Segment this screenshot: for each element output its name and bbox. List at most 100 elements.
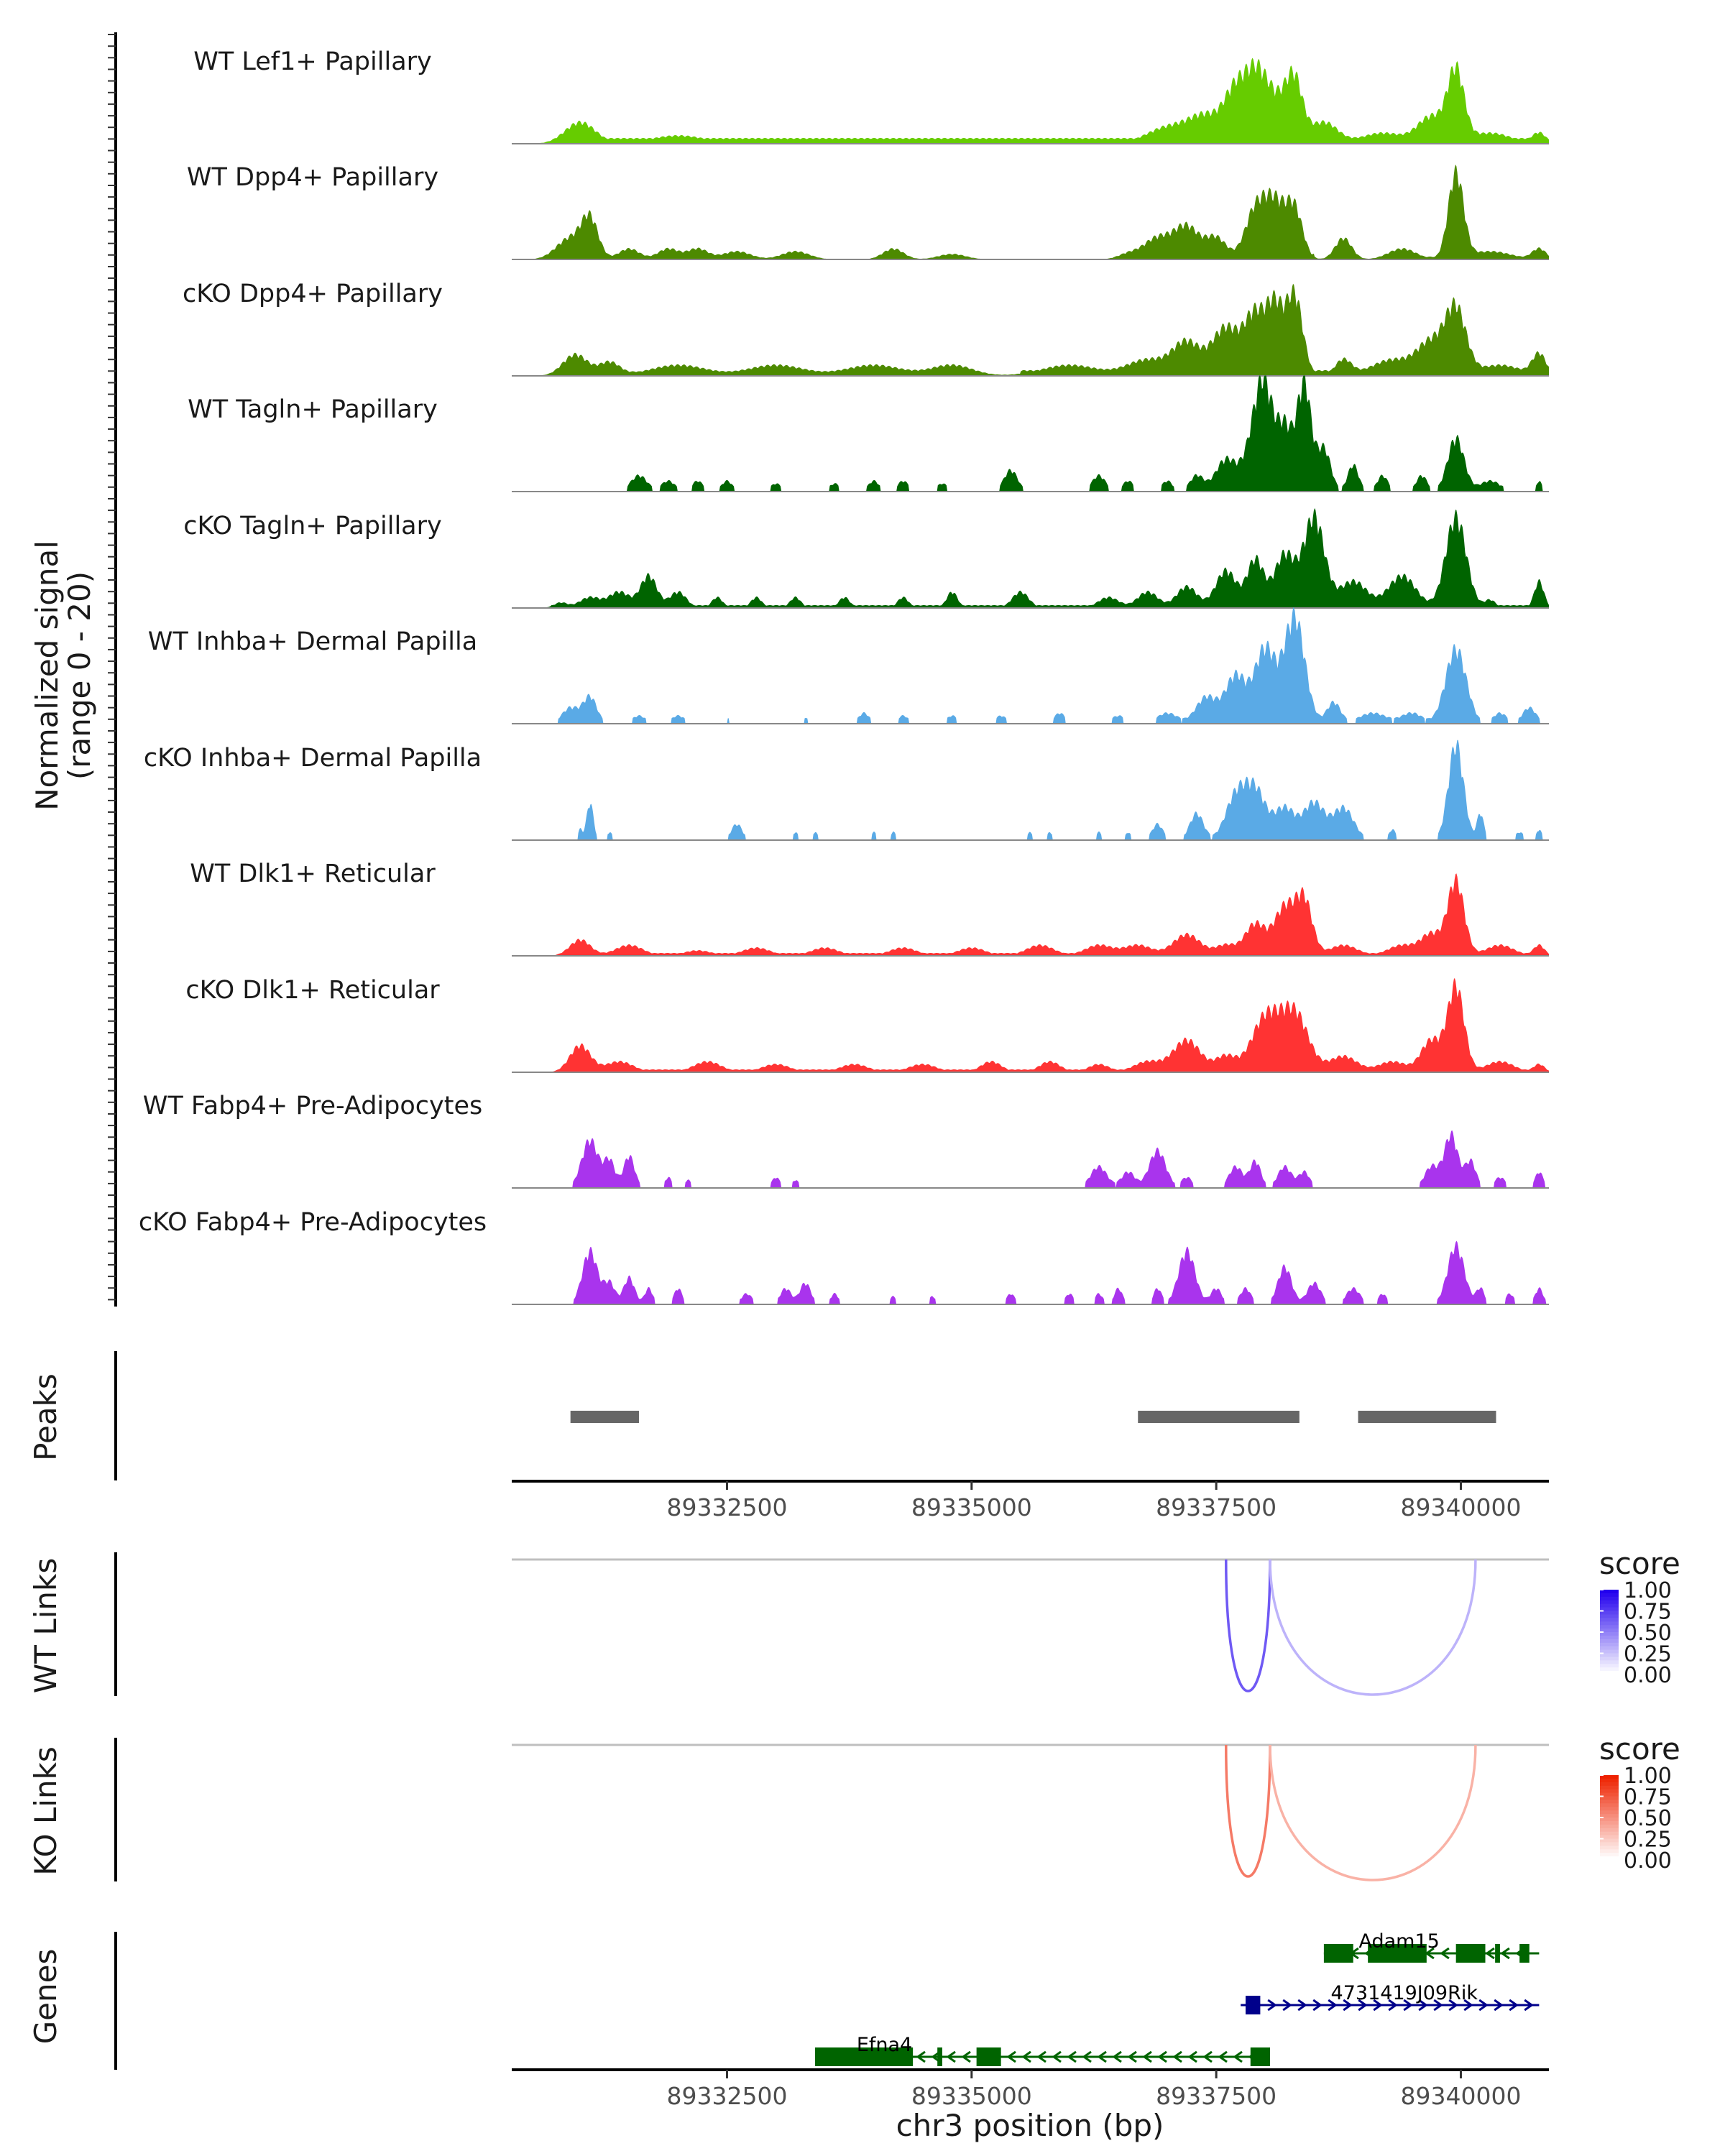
legend-color-step bbox=[1600, 1646, 1619, 1651]
x-axis-lower: 89332500 89335000 89337500 89340000 bbox=[512, 2068, 1549, 2110]
peaks-track bbox=[114, 1351, 1496, 1480]
x-tick-label: 89335000 bbox=[911, 2082, 1032, 2110]
strand-arrow-icon bbox=[1440, 1947, 1450, 1960]
track-wt-lef1-papillary: WT Lef1+ Papillary bbox=[193, 47, 1549, 144]
coverage-area bbox=[512, 740, 1549, 840]
legend-color-step bbox=[1600, 1596, 1619, 1601]
legend-color-step bbox=[1600, 1600, 1619, 1605]
peak-region bbox=[1358, 1411, 1496, 1423]
legend-color-step bbox=[1600, 1667, 1619, 1672]
coverage-ylabel-line1: Normalized signal bbox=[29, 540, 65, 811]
strand-arrow-icon bbox=[1172, 2050, 1182, 2063]
legend-color-step bbox=[1600, 1810, 1619, 1815]
strand-arrow-icon bbox=[1082, 2050, 1092, 2063]
strand-arrow-icon bbox=[1112, 2050, 1122, 2063]
legend-tick-label: 0.00 bbox=[1624, 1663, 1672, 1688]
link-arc bbox=[1225, 1559, 1271, 1692]
gene-exon bbox=[1368, 1944, 1427, 1963]
track-label: WT Tagln+ Papillary bbox=[188, 395, 438, 424]
coverage-area bbox=[512, 873, 1549, 956]
coverage-area bbox=[512, 1130, 1549, 1188]
x-axis-upper: 89332500 89335000 89337500 89340000 bbox=[512, 1480, 1549, 1521]
coverage-tracks: WT Lef1+ Papillary WT Dpp4+ Papillary cKO … bbox=[139, 47, 1549, 1305]
strand-arrow-icon bbox=[1448, 1999, 1458, 2012]
strand-arrow-icon bbox=[1403, 1999, 1413, 2012]
genes-track: Adam15 4731419J09Rik Efna4 bbox=[114, 1930, 1540, 2070]
peak-region bbox=[570, 1411, 639, 1423]
x-tick-label: 89340000 bbox=[1400, 2082, 1521, 2110]
strand-arrow-icon bbox=[1358, 1999, 1368, 2012]
legend-color-step bbox=[1600, 1785, 1619, 1790]
strand-arrow-icon bbox=[1373, 1999, 1383, 2012]
gene-exon bbox=[976, 2047, 1001, 2066]
strand-arrow-icon bbox=[1218, 2050, 1228, 2063]
track-wt-fabp4-pre-adipocytes: WT Fabp4+ Pre-Adipocytes bbox=[143, 1092, 1549, 1189]
track-label: cKO Dpp4+ Papillary bbox=[183, 280, 443, 308]
legend-color-step bbox=[1600, 1614, 1619, 1618]
x-tick-label: 89337500 bbox=[1156, 2082, 1276, 2110]
legend-color-step bbox=[1600, 1621, 1619, 1626]
coverage-area bbox=[512, 1240, 1549, 1304]
strand-arrow-icon bbox=[1388, 1999, 1398, 2012]
track-wt-tagln-papillary: WT Tagln+ Papillary bbox=[188, 375, 1549, 492]
track-wt-dpp4-papillary: WT Dpp4+ Papillary bbox=[187, 163, 1549, 260]
track-cko-dlk1-reticular: cKO Dlk1+ Reticular bbox=[185, 976, 1549, 1073]
link-arc bbox=[1269, 1744, 1477, 1881]
coverage-y-axis bbox=[108, 32, 117, 1307]
strand-arrow-icon bbox=[1433, 1999, 1443, 2012]
coverage-area bbox=[512, 283, 1549, 376]
strand-arrow-icon bbox=[1485, 1947, 1495, 1960]
track-label: cKO Dlk1+ Reticular bbox=[185, 976, 440, 1005]
x-tick-label: 89332500 bbox=[667, 1493, 788, 1521]
legend-color-step bbox=[1600, 1789, 1619, 1794]
strand-arrow-icon bbox=[1418, 1999, 1428, 2012]
track-wt-dlk1-reticular: WT Dlk1+ Reticular bbox=[190, 860, 1549, 957]
gene-exon bbox=[1495, 1944, 1500, 1963]
strand-arrow-icon bbox=[1036, 2050, 1046, 2063]
legend-color-step bbox=[1600, 1835, 1619, 1840]
legend-tick-label: 1.00 bbox=[1624, 1764, 1672, 1789]
legend-color-step bbox=[1600, 1635, 1619, 1640]
strand-arrow-icon bbox=[1006, 2050, 1016, 2063]
strand-arrow-icon bbox=[1509, 1999, 1519, 2012]
strand-arrow-icon bbox=[946, 2050, 956, 2063]
legend-color-step bbox=[1600, 1846, 1619, 1850]
track-wt-inhba-dermal-papilla: WT Inhba+ Dermal Papilla bbox=[148, 607, 1549, 724]
legend-tick-label: 0.25 bbox=[1624, 1828, 1672, 1853]
strand-arrow-icon bbox=[1097, 2050, 1107, 2063]
strand-arrow-icon bbox=[961, 2050, 971, 2063]
genes-track-label: Genes bbox=[28, 1949, 63, 2045]
peak-region bbox=[1138, 1411, 1300, 1423]
track-label: WT Inhba+ Dermal Papilla bbox=[148, 627, 477, 656]
track-cko-inhba-dermal-papilla: cKO Inhba+ Dermal Papilla bbox=[144, 740, 1549, 841]
strand-arrow-icon bbox=[1157, 2050, 1167, 2063]
legend-color-step bbox=[1600, 1807, 1619, 1811]
legend-color-step bbox=[1600, 1632, 1619, 1636]
legend-tick-label: 1.00 bbox=[1624, 1578, 1672, 1603]
strand-arrow-icon bbox=[1463, 1999, 1473, 2012]
legend-color-step bbox=[1600, 1838, 1619, 1843]
x-tick-label: 89337500 bbox=[1156, 1493, 1276, 1521]
peaks-track-label: Peaks bbox=[28, 1373, 63, 1461]
legend-color-step bbox=[1600, 1849, 1619, 1853]
track-label: WT Lef1+ Papillary bbox=[193, 47, 432, 76]
legend-color-step bbox=[1600, 1820, 1619, 1825]
coverage-ylabel-line2: (range 0 - 20) bbox=[62, 571, 97, 780]
gene-label: Efna4 bbox=[857, 2034, 912, 2056]
strand-arrow-icon bbox=[1343, 1999, 1353, 2012]
legend-color-step bbox=[1600, 1593, 1619, 1598]
legend-color-step bbox=[1600, 1639, 1619, 1644]
track-label: WT Fabp4+ Pre-Adipocytes bbox=[143, 1092, 482, 1120]
legend-color-step bbox=[1600, 1590, 1619, 1594]
coverage-area bbox=[512, 977, 1549, 1072]
gene-exon bbox=[937, 2047, 942, 2066]
strand-arrow-icon bbox=[1142, 2050, 1152, 2063]
gene-exon bbox=[1323, 1944, 1353, 1963]
legend-color-step bbox=[1600, 1803, 1619, 1807]
track-label: WT Dpp4+ Papillary bbox=[187, 163, 438, 192]
strand-arrow-icon bbox=[1267, 1999, 1277, 2012]
x-tick-label: 89332500 bbox=[667, 2082, 788, 2110]
legend-color-step bbox=[1600, 1649, 1619, 1654]
track-label: WT Dlk1+ Reticular bbox=[190, 860, 436, 888]
